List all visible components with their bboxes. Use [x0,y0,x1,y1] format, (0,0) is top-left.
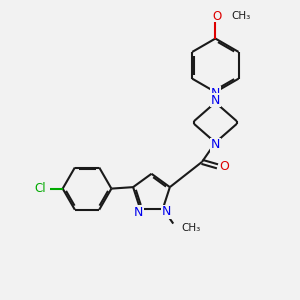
Text: CH₃: CH₃ [182,223,201,233]
Text: N: N [211,87,220,100]
Text: O: O [219,160,229,173]
Text: N: N [162,205,171,218]
Text: N: N [211,94,220,107]
Text: N: N [134,206,143,219]
Text: N: N [211,138,220,151]
Text: CH₃: CH₃ [232,11,251,21]
Text: O: O [212,10,221,23]
Text: Cl: Cl [34,182,46,195]
